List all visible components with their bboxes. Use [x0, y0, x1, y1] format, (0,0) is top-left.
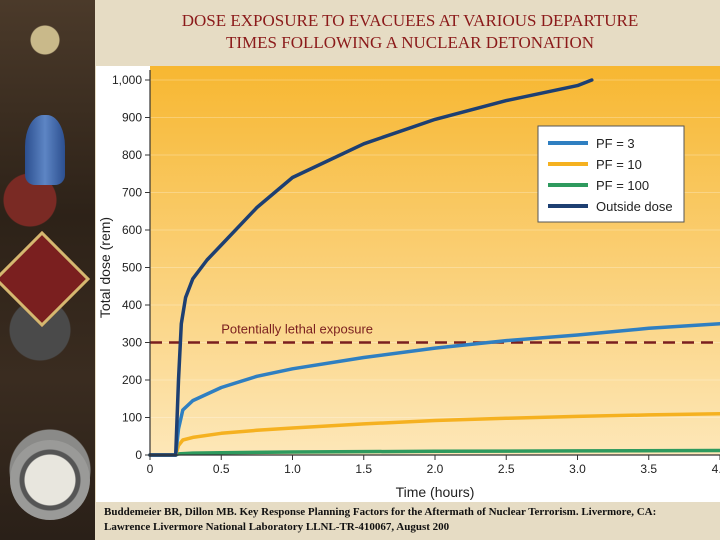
citation-line-2: Lawrence Livermore National Laboratory L… — [104, 521, 450, 533]
x-tick-label: 0.5 — [213, 462, 230, 476]
y-tick-label: 600 — [122, 223, 142, 237]
x-tick-label: 3.5 — [640, 462, 657, 476]
legend-label: Outside dose — [596, 199, 673, 214]
cross-medal — [0, 230, 91, 328]
y-tick-label: 1,000 — [112, 73, 142, 87]
series-line-pf-10 — [148, 412, 720, 457]
slide-title: DOSE EXPOSURE TO EVACUEES AT VARIOUS DEP… — [100, 10, 720, 54]
x-tick-label: 2.0 — [427, 462, 444, 476]
blue-ribbon-rosette — [25, 115, 65, 185]
series-line-pf-3 — [148, 322, 720, 457]
lethal-threshold-label: Potentially lethal exposure — [221, 322, 373, 337]
y-tick-label: 100 — [122, 411, 142, 425]
x-axis-label: Time (hours) — [396, 484, 475, 500]
axes: 0 100 200 300 400 500 600 700 800 900 1,000 0 0.5 1.0… — [97, 70, 720, 500]
y-tick-label: 700 — [122, 186, 142, 200]
compass-icon — [10, 440, 90, 520]
x-tick-label: 2.5 — [498, 462, 515, 476]
title-line-1: DOSE EXPOSURE TO EVACUEES AT VARIOUS DEP… — [181, 11, 639, 30]
y-tick-label: 300 — [122, 336, 142, 350]
citation: Buddemeier BR, Dillon MB. Key Response P… — [104, 505, 716, 535]
threshold-group: Potentially lethal exposure — [150, 322, 720, 344]
series-line-outside-dose — [148, 78, 594, 457]
decorative-medals-background — [0, 0, 95, 540]
legend-label: PF = 100 — [596, 178, 649, 193]
x-tick-label: 3.0 — [569, 462, 586, 476]
y-axis-label: Total dose (rem) — [97, 217, 113, 318]
y-tick-label: 200 — [122, 373, 142, 387]
y-tick-label: 400 — [122, 298, 142, 312]
y-tick-label: 0 — [135, 448, 142, 462]
dose-chart: Potentially lethal exposure 0 100 200 300 40… — [96, 66, 720, 502]
x-tick-label: 4.0 — [712, 462, 720, 476]
y-tick-label: 800 — [122, 148, 142, 162]
y-tick-label: 500 — [122, 261, 142, 275]
legend-label: PF = 10 — [596, 157, 642, 172]
y-tick-label: 900 — [122, 111, 142, 125]
x-tick-label: 1.5 — [355, 462, 372, 476]
title-line-2: TIMES FOLLOWING A NUCLEAR DETONATION — [226, 33, 594, 52]
legend-label: PF = 3 — [596, 136, 635, 151]
citation-line-1: Buddemeier BR, Dillon MB. Key Response P… — [104, 506, 657, 518]
legend: PF = 3 PF = 10 PF = 100 Outside dose — [537, 125, 685, 223]
plot-area — [150, 66, 720, 455]
x-tick-label: 1.0 — [284, 462, 301, 476]
x-tick-label: 0 — [147, 462, 154, 476]
